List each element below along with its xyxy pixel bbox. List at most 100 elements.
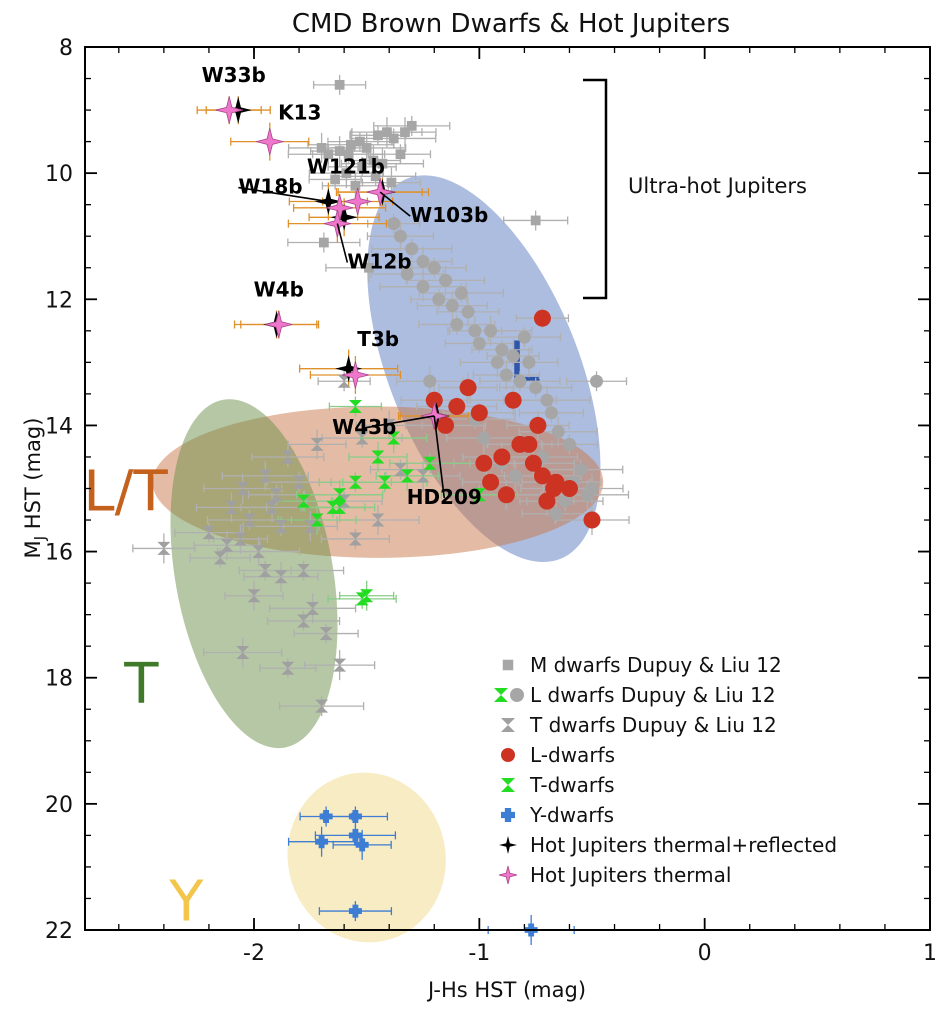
t-dwarfs-dupuy-liu-12-point [224,500,238,514]
l-dwarfs-dupuy-liu-12-point [450,318,464,332]
l-dwarfs-point [529,416,547,434]
t-dwarfs-dupuy-liu-12-point [348,532,362,546]
l-dwarfs-dupuy-liu-12-point [490,355,504,369]
t-dwarfs-dupuy-liu-12-point [265,500,279,514]
m-dwarfs-dupuy-liu-12-point [355,136,365,147]
t-dwarfs-dupuy-liu-12-point [213,551,227,565]
hot-jupiter-label-w121b: W121b [307,155,385,179]
t-dwarfs-dupuy-liu-12-errorbar [203,637,283,668]
t-dwarfs-dupuy-liu-12-errorbar [268,593,357,624]
l-dwarfs-dupuy-liu-12-point [499,368,513,382]
m-dwarfs-dupuy-liu-12-point [370,171,381,182]
l-dwarfs-point [524,454,542,472]
legend-marker-y-dwarfs [501,808,515,822]
t-dwarfs-point [348,400,362,414]
hot-jupiters-thermal-point [215,96,243,124]
t-dwarfs-dupuy-liu-12-point [202,526,216,540]
l-dwarfs-point [448,398,466,416]
t-dwarfs-dupuy-liu-12-point [371,513,385,527]
y-dwarfs-point [348,904,362,918]
l-dwarfs-point [560,480,578,497]
legend: M dwarfs Dupuy & Liu 12 L dwarfs Dupuy & … [494,653,837,887]
y-tick-label: 10 [45,162,73,187]
chart-title: CMD Brown Dwarfs & Hot Jupiters [292,9,730,39]
l-dwarfs-point [497,486,515,504]
t-dwarfs-dupuy-liu-12-errorbar [221,460,309,491]
m-dwarfs-dupuy-liu-12-point [373,130,383,141]
t-dwarfs-dupuy-liu-12-point [337,374,351,388]
x-tick-label: -1 [468,941,490,966]
t-dwarfs-dupuy-liu-12-point [315,699,329,713]
t-dwarfs-dupuy-liu-12-point [247,589,261,603]
t-dwarfs-dupuy-liu-12-point [303,519,317,533]
t-dwarfs-dupuy-liu-12-point [236,645,250,659]
l-dwarfs-dupuy-liu-12-point [400,267,414,281]
l-dwarfs-point [533,309,551,327]
l-dwarfs-dupuy-liu-12-point [454,286,468,300]
m-dwarfs-dupuy-liu-12-point [330,174,340,185]
t-dwarfs-dupuy-liu-12-point [393,463,407,477]
m-dwarfs-dupuy-liu-12-point [350,180,361,191]
t-dwarfs-point [355,592,369,606]
legend-label-t-dwarfs: T-dwarfs [529,773,615,797]
m-dwarfs-dupuy-liu-12-point [357,161,368,172]
l-dwarfs-dupuy-liu-12-point [472,336,486,350]
y-axis-title-sub: J [31,536,49,541]
x-tick-label: -2 [243,941,265,966]
region-label-lt: L/T [83,460,168,525]
hot-jupiters-thermal-reflected-point [330,203,358,231]
hot-jupiter-label-w43b: W43b [332,415,396,439]
x-tick-label: 0 [698,941,712,966]
hot-jupiters-thermal-point [256,128,284,156]
y-dwarfs-point [348,809,362,823]
l-dwarfs-dupuy-liu-12-point [439,273,453,287]
y-tick-label: 16 [45,541,73,566]
hot-jupiters-thermal-point [265,310,293,339]
l-dwarfs-point [533,467,551,485]
y-dwarfs-point [348,828,362,842]
m-dwarfs-dupuy-liu-12-point [341,168,352,179]
hot-jupiters-thermal-point [344,187,372,216]
l-dwarfs-dupuy-liu-12-point [484,324,498,338]
m-dwarfs-dupuy-liu-12-point [382,127,392,138]
l-dwarfs-dupuy-liu-12-point [506,349,520,363]
l-dwarfs-dupuy-liu-12-point [590,374,604,388]
hot-jupiter-label-t3b: T3b [357,327,399,351]
l-dwarfs-dupuy-liu-12-point [574,463,588,477]
legend-marker-t-dwarfs [501,778,515,792]
t-dwarfs-point [387,431,401,445]
t-dwarfs-dupuy-liu-12-point [281,661,295,675]
hot-jupiter-leader-line [364,415,435,429]
t-dwarfs-point [378,475,392,489]
l-dwarfs-dupuy-liu-12-point [461,305,475,319]
y-tick-label: 18 [45,667,73,692]
hot-jupiter-leader-line [238,186,329,203]
l-dwarfs-dupuy-liu-12-point [513,374,527,388]
legend-marker-l-dwarfs-dupuy-liu-12 [510,688,524,702]
l-dwarfs-point [470,404,488,422]
t-dwarfs-point [371,450,385,464]
t-dwarfs-dupuy-liu-12-errorbar [262,560,345,581]
l-dwarfs-dupuy-liu-12-point [529,381,543,395]
m-dwarfs-dupuy-liu-12-point [406,120,417,131]
m-dwarfs-dupuy-liu-12-point [343,149,354,160]
x-axis-title: J-Hs HST (mag) [426,978,586,1002]
y-dwarfs-point [315,835,329,849]
l-dwarfs-dupuy-liu-12-point [540,393,554,407]
legend-label-m-dwarfs-dupuy-liu-12: M dwarfs Dupuy & Liu 12 [530,653,782,677]
t-dwarfs-point [348,475,362,489]
m-dwarfs-dupuy-liu-12-point [530,215,541,226]
m-dwarfs-dupuy-liu-12-point [377,158,388,169]
x-tick-label: 1 [923,941,937,966]
y-dwarfs-point [319,809,333,823]
t-dwarfs-errorbar [342,472,428,493]
m-dwarfs-dupuy-liu-12-point [361,143,372,153]
t-dwarfs-dupuy-liu-12-point [252,545,266,559]
m-dwarfs-dupuy-liu-12-point [346,139,356,150]
m-dwarfs-dupuy-liu-12-point [368,155,379,166]
t-dwarfs-dupuy-liu-12-point [236,482,250,495]
t-dwarfs-dupuy-liu-12-point [274,519,288,533]
hot-jupiter-label-hd209: HD209 [407,485,482,509]
legend-label-hot-jupiters-thermal-reflected: Hot Jupiters thermal+reflected [530,833,837,857]
